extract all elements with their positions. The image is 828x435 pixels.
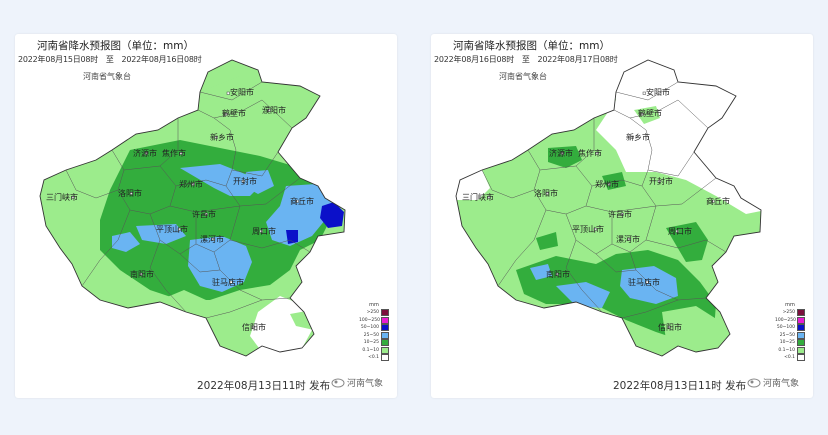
legend-item: 25~50 [775,331,805,340]
map-period: 2022年08月15日08时 至 2022年08月16日08时 [18,55,202,64]
legend-item: 50~100 [775,324,805,332]
map-title: 河南省降水预报图（单位：mm） [453,40,610,52]
city-label: 平顶山市 [156,224,188,234]
legend-swatch [381,324,389,332]
legend-label: 10~25 [779,340,795,346]
logo-text: 河南气象 [347,379,384,389]
legend-label: <0.1 [784,355,795,361]
city-label: 驻马店市 [212,277,244,287]
city-label: 鹤壁市 [638,108,662,118]
legend-label: 10~25 [363,340,379,346]
legend-swatch [381,354,389,362]
legend-swatch [797,324,805,332]
city-label: 济源市 [133,148,157,158]
forecast-map-card-1: 河南省降水预报图（单位：mm） 2022年08月15日08时 至 2022年08… [15,34,397,398]
city-label: 洛阳市 [534,188,558,198]
legend-swatch [797,346,805,354]
publish-time: 2022年08月13日11时 发布 [613,380,747,392]
legend-item: >250 [775,309,805,317]
legend-label: 0.1~10 [778,347,795,353]
legend-label: 50~100 [360,325,379,331]
legend-label: <0.1 [368,355,379,361]
watermark-logo: 河南气象 [747,376,799,389]
city-label: 信阳市 [242,322,266,332]
city-label: 周口市 [668,226,692,236]
city-label: 安阳市 [646,87,670,97]
legend-swatch [797,331,805,339]
city-label: 信阳市 [658,322,682,332]
legend-swatch [797,354,805,362]
weather-logo-icon [747,378,761,388]
legend-item: <0.1 [359,354,389,362]
map-issuer: 河南省气象台 [83,72,131,81]
map-title: 河南省降水预报图（单位：mm） [37,40,194,52]
legend-label: >250 [782,310,795,316]
city-label: 安阳市 [230,87,254,97]
city-label: 郑州市 [595,179,619,189]
legend-item: >250 [359,309,389,317]
weather-logo-icon [331,378,345,388]
legend-item: 0.1~10 [775,346,805,355]
henan-precip-map: 安阳市 鹤壁市 新乡市 濮阳市 济源市 焦作市 郑州市 开封市 商丘市 三门峡市… [39,59,346,357]
legend-label: 25~50 [363,332,379,338]
legend-label: >250 [366,310,379,316]
legend-swatch [381,346,389,354]
legend-unit: mm [369,302,379,308]
city-label: 新乡市 [626,132,650,142]
city-label: 济源市 [549,148,573,158]
city-label: 漯河市 [616,234,640,244]
legend-swatch [797,316,805,324]
legend-label: 100~250 [775,317,796,323]
legend-swatch [381,309,389,317]
city-label: 开封市 [649,176,673,186]
city-label: 许昌市 [192,209,216,219]
publish-time: 2022年08月13日11时 发布 [197,380,331,392]
city-label: 南阳市 [546,269,570,279]
city-label: 开封市 [233,176,257,186]
city-label: 平顶山市 [572,224,604,234]
city-label: 焦作市 [578,148,602,158]
city-label: 商丘市 [706,196,730,206]
watermark-logo: 河南气象 [331,376,383,389]
precip-legend: mm >250 100~250 50~100 25~50 10~25 0.1~1… [775,302,805,362]
map-period: 2022年08月16日08时 至 2022年08月17日08时 [434,55,618,64]
henan-precip-map: 安阳市 鹤壁市 新乡市 济源市 焦作市 郑州市 开封市 商丘市 三门峡市 洛阳市… [455,59,762,357]
forecast-map-card-2: 河南省降水预报图（单位：mm） 2022年08月16日08时 至 2022年08… [431,34,813,398]
city-label: 漯河市 [200,234,224,244]
legend-label: 100~250 [359,317,380,323]
legend-item: 25~50 [359,331,389,340]
legend-item: 10~25 [775,339,805,347]
legend-unit: mm [785,302,795,308]
legend-label: 50~100 [776,325,795,331]
city-label: 濮阳市 [262,105,286,115]
city-label: 洛阳市 [118,188,142,198]
legend-swatch [797,309,805,317]
legend-item: <0.1 [775,354,805,362]
legend-label: 25~50 [779,332,795,338]
city-label: 焦作市 [162,148,186,158]
legend-swatch [381,339,389,347]
precip-legend: mm >250 100~250 50~100 25~50 10~25 0.1~1… [359,302,389,362]
city-label: 郑州市 [179,179,203,189]
city-label: 商丘市 [290,196,314,206]
legend-label: 0.1~10 [362,347,379,353]
city-label: 驻马店市 [628,277,660,287]
city-label: 鹤壁市 [222,108,246,118]
city-label: 三门峡市 [46,192,78,202]
legend-item: 0.1~10 [359,346,389,355]
legend-swatch [381,316,389,324]
city-label: 许昌市 [608,209,632,219]
legend-item: 100~250 [359,316,389,325]
city-label: 新乡市 [210,132,234,142]
legend-swatch [797,339,805,347]
map-issuer: 河南省气象台 [499,72,547,81]
legend-item: 50~100 [359,324,389,332]
legend-swatch [381,331,389,339]
city-label: 周口市 [252,226,276,236]
legend-item: 100~250 [775,316,805,325]
logo-text: 河南气象 [763,379,800,389]
city-label: 南阳市 [130,269,154,279]
legend-item: 10~25 [359,339,389,347]
city-label: 三门峡市 [462,192,494,202]
